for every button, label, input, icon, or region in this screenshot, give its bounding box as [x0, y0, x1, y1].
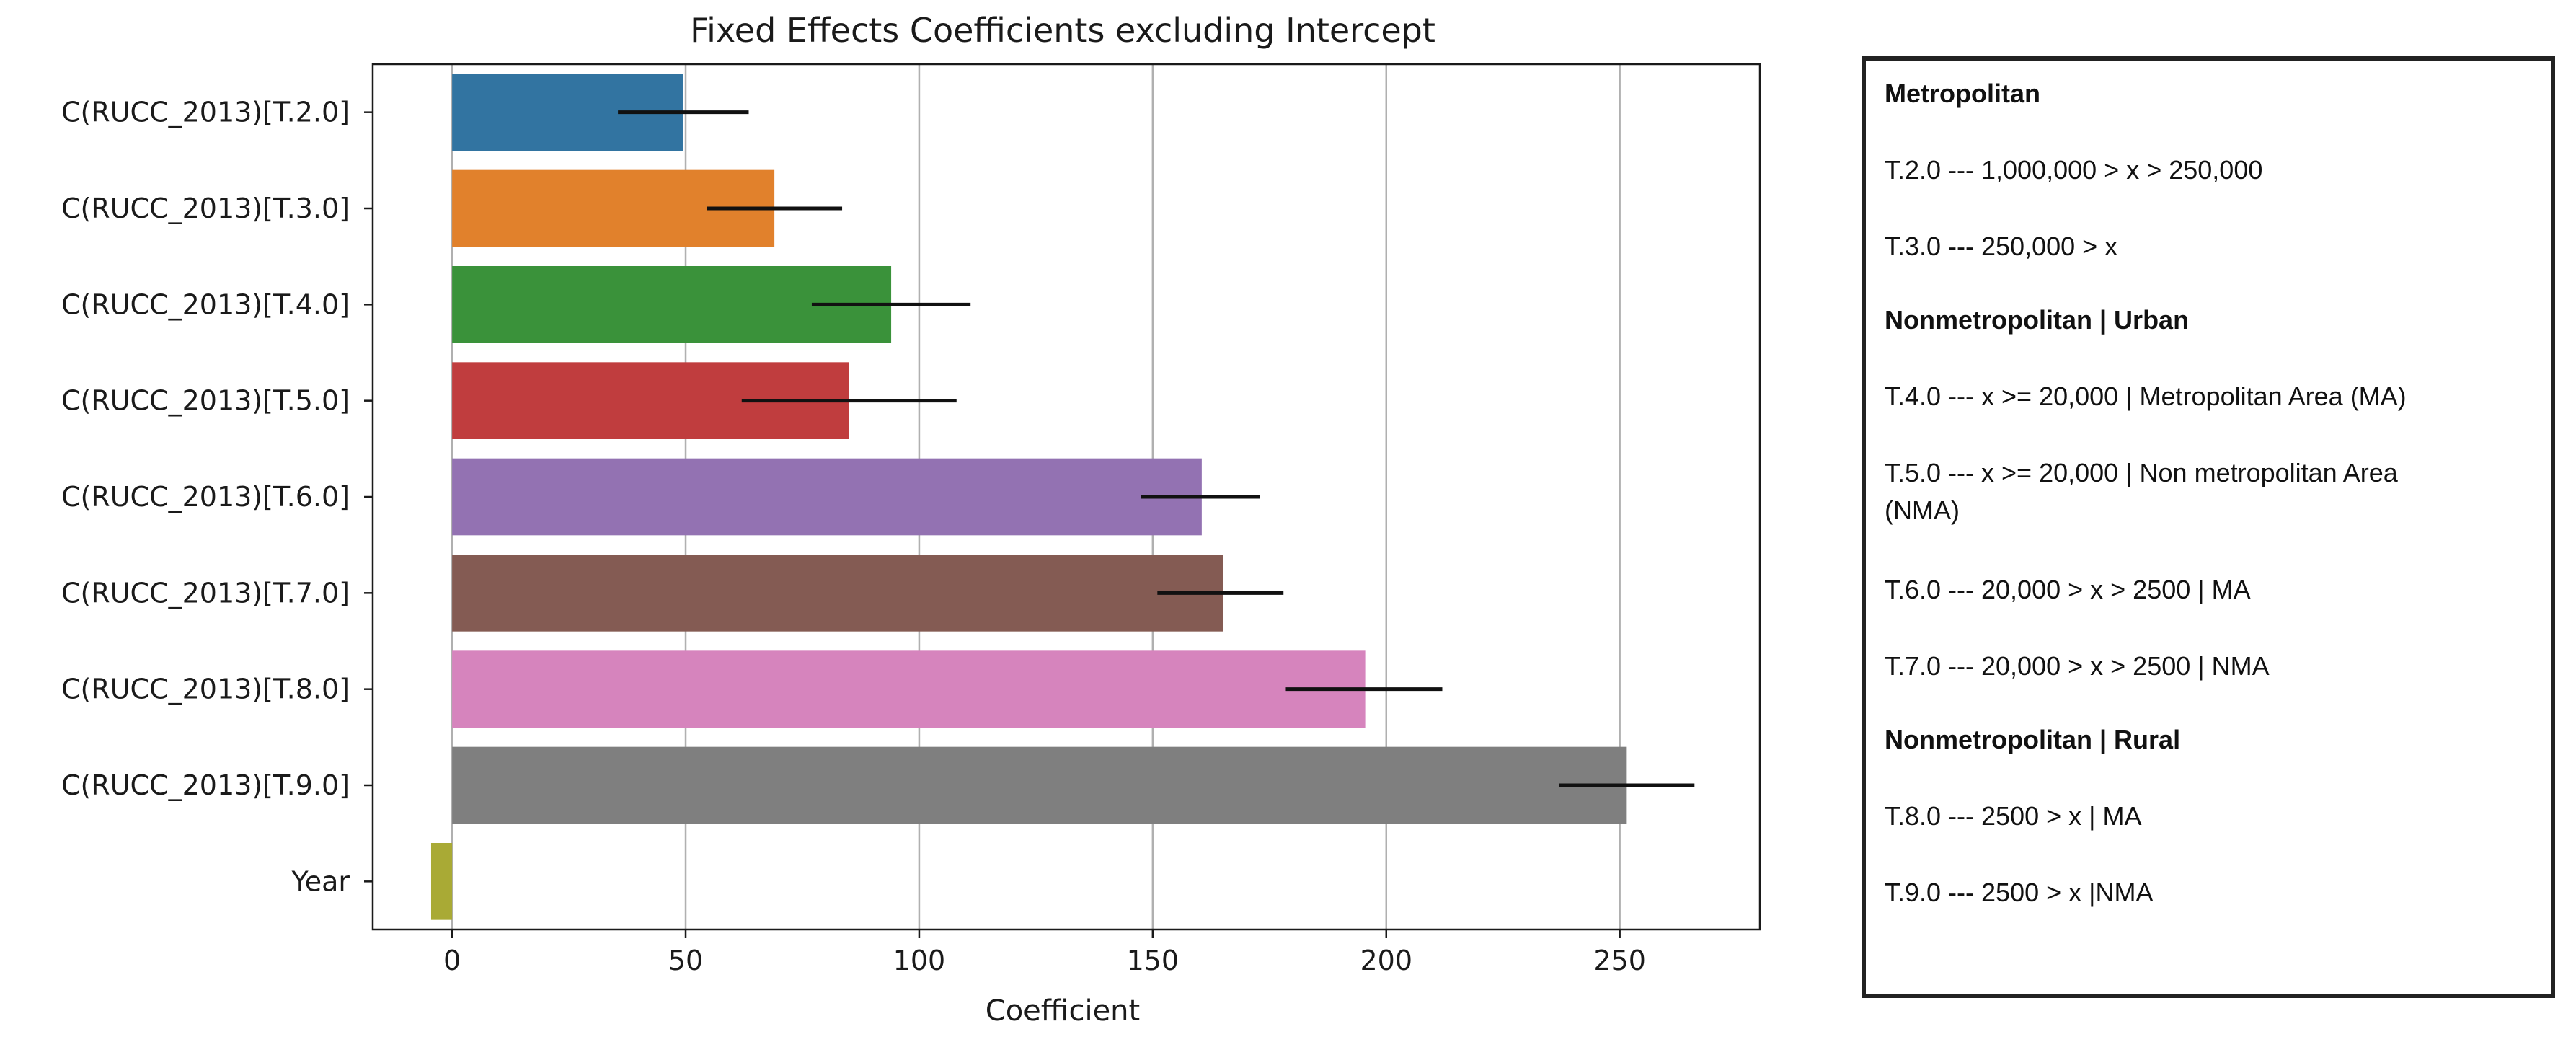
- y-tick-label: C(RUCC_2013)[T.4.0]: [61, 288, 350, 320]
- bar: [452, 746, 1627, 824]
- y-axis: C(RUCC_2013)[T.2.0] C(RUCC_2013)[T.3.0] C(…: [61, 97, 373, 897]
- bar: [452, 555, 1223, 632]
- legend-item: T.4.0 --- x >= 20,000 | Metropolitan Are…: [1885, 381, 2407, 411]
- legend-item: T.3.0 --- 250,000 > x: [1885, 231, 2118, 261]
- bar: [430, 843, 453, 920]
- bars: [430, 74, 1627, 920]
- bar: [452, 650, 1366, 728]
- y-tick-label: C(RUCC_2013)[T.7.0]: [61, 577, 350, 609]
- y-tick-label: C(RUCC_2013)[T.2.0]: [61, 97, 350, 128]
- legend-item: T.8.0 --- 2500 > x | MA: [1885, 801, 2142, 831]
- y-tick-label: C(RUCC_2013)[T.3.0]: [61, 193, 350, 224]
- x-tick-label: 150: [1127, 945, 1179, 976]
- legend-item: T.2.0 --- 1,000,000 > x > 250,000: [1885, 155, 2263, 185]
- x-axis-label: Coefficient: [986, 994, 1140, 1028]
- x-tick-label: 50: [668, 945, 703, 976]
- chart-title: Fixed Effects Coefficients excluding Int…: [690, 11, 1435, 50]
- y-tick-label: C(RUCC_2013)[T.5.0]: [61, 385, 350, 417]
- y-tick-label: Year: [291, 865, 350, 897]
- x-tick-label: 200: [1360, 945, 1412, 976]
- y-tick-label: C(RUCC_2013)[T.8.0]: [61, 674, 350, 705]
- y-tick-label: C(RUCC_2013)[T.9.0]: [61, 769, 350, 801]
- legend-item: T.7.0 --- 20,000 > x > 2500 | NMA: [1885, 651, 2270, 681]
- legend-item: T.9.0 --- 2500 > x |NMA: [1885, 878, 2154, 907]
- legend-item: (NMA): [1885, 495, 1960, 525]
- plot-frame: [371, 63, 1761, 931]
- legend-heading: Metropolitan: [1885, 79, 2040, 108]
- legend-heading: Nonmetropolitan | Rural: [1885, 725, 2181, 754]
- bar: [452, 458, 1202, 536]
- legend-heading: Nonmetropolitan | Urban: [1885, 305, 2190, 335]
- legend-item: T.6.0 --- 20,000 > x > 2500 | MA: [1885, 575, 2251, 604]
- y-tick-label: C(RUCC_2013)[T.6.0]: [61, 481, 350, 513]
- legend-panel: Metropolitan T.2.0 --- 1,000,000 > x > 25…: [1862, 56, 2555, 998]
- error-bars: [618, 110, 1695, 787]
- x-tick-label: 0: [443, 945, 461, 976]
- x-tick-label: 100: [893, 945, 946, 976]
- legend-item: T.5.0 --- x >= 20,000 | Non metropolitan…: [1885, 458, 2398, 487]
- x-axis: 0 50 100 150 200 250: [443, 930, 1646, 976]
- x-tick-label: 250: [1593, 945, 1646, 976]
